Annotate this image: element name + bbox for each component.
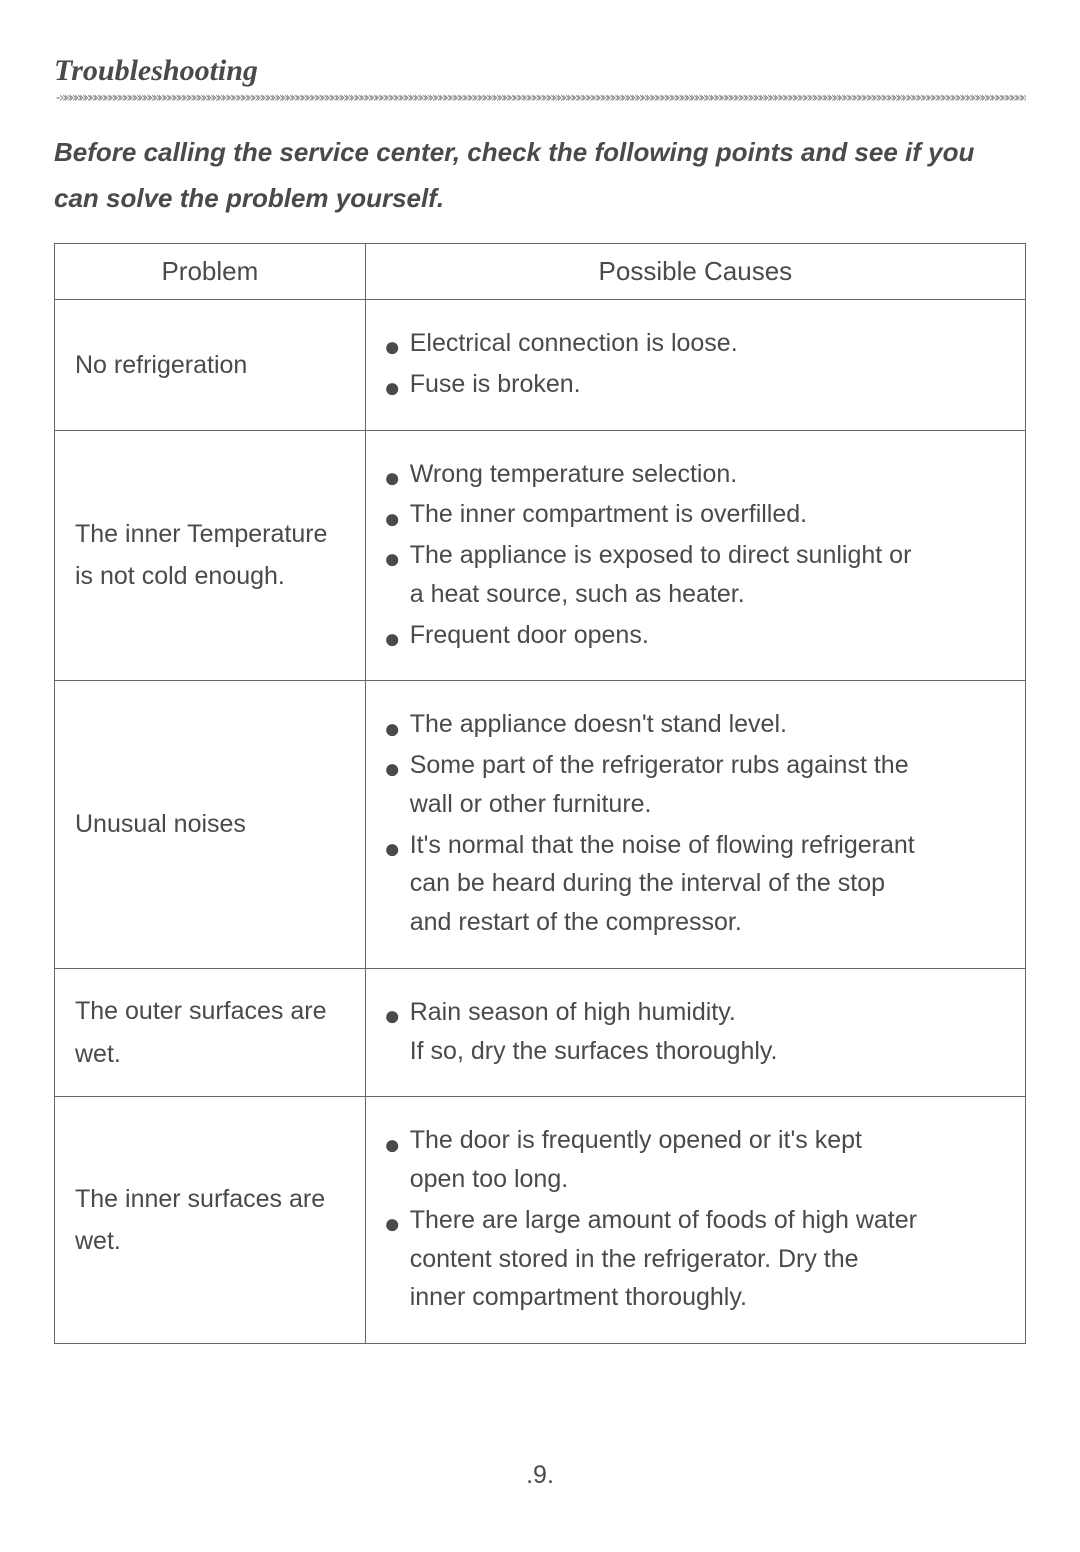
section-title: Troubleshooting [54,54,1026,88]
cause-item: ●Fuse is broken. [384,365,1007,404]
bullet-icon: ● [384,707,401,750]
bullet-icon: ● [384,747,401,790]
cause-line: Fuse is broken. [410,365,1007,404]
cause-line: Rain season of high humidity. [410,993,1007,1032]
cause-line: Wrong temperature selection. [410,455,1007,494]
cause-list: ●Electrical connection is loose.●Fuse is… [384,324,1007,404]
cause-list: ●Rain season of high humidity.If so, dry… [384,993,1007,1071]
cause-line: inner compartment thoroughly. [410,1278,1007,1317]
cause-line: Frequent door opens. [410,616,1007,655]
cause-line: There are large amount of foods of high … [410,1201,1007,1240]
bullet-icon: ● [384,1202,401,1245]
cause-line: a heat source, such as heater. [410,575,1007,614]
bullet-icon: ● [384,617,401,660]
cause-line: The appliance is exposed to direct sunli… [410,536,1007,575]
cause-line: The inner compartment is overfilled. [410,495,1007,534]
bullet-icon: ● [384,366,401,409]
cause-list: ●The door is frequently opened or it's k… [384,1121,1007,1317]
problem-cell: Unusual noises [55,681,366,969]
bullet-icon: ● [384,497,401,540]
bullet-icon: ● [384,537,401,580]
chevron-divider: -»»»»»»»»»»»»»»»»»»»»»»»»»»»»»»»»»»»»»»»… [54,90,1026,106]
cause-line: wall or other furniture. [410,785,1007,824]
cause-line: can be heard during the interval of the … [410,864,1007,903]
cause-line: The appliance doesn't stand level. [410,705,1007,744]
table-row: The outer surfaces are wet.●Rain season … [55,968,1026,1097]
bullet-icon: ● [384,325,401,368]
page-number: .9. [0,1461,1080,1490]
cause-item: ●The inner compartment is overfilled. [384,495,1007,534]
intro-text: Before calling the service center, check… [54,130,1026,221]
cause-item: ●It's normal that the noise of flowing r… [384,826,1007,942]
cause-list: ●Wrong temperature selection.●The inner … [384,455,1007,655]
causes-cell: ●Electrical connection is loose.●Fuse is… [365,300,1025,431]
cause-item: ●Electrical connection is loose. [384,324,1007,363]
cause-item: ●Wrong temperature selection. [384,455,1007,494]
problem-cell: The inner surfaces are wet. [55,1097,366,1344]
problem-cell: The inner Temperature is not cold enough… [55,430,366,681]
page-content: Troubleshooting -»»»»»»»»»»»»»»»»»»»»»»»… [0,0,1080,1344]
causes-cell: ●Rain season of high humidity.If so, dry… [365,968,1025,1097]
problem-cell: The outer surfaces are wet. [55,968,366,1097]
causes-cell: ●The door is frequently opened or it's k… [365,1097,1025,1344]
header-problem: Problem [55,244,366,300]
table-body: No refrigeration●Electrical connection i… [55,300,1026,1344]
cause-line: If so, dry the surfaces thoroughly. [410,1032,1007,1071]
cause-item: ●Rain season of high humidity.If so, dry… [384,993,1007,1071]
cause-item: ●There are large amount of foods of high… [384,1201,1007,1317]
header-causes: Possible Causes [365,244,1025,300]
table-header-row: Problem Possible Causes [55,244,1026,300]
cause-line: The door is frequently opened or it's ke… [410,1121,1007,1160]
bullet-icon: ● [384,1123,401,1166]
bullet-icon: ● [384,827,401,870]
cause-item: ●The appliance doesn't stand level. [384,705,1007,744]
cause-line: and restart of the compressor. [410,903,1007,942]
cause-line: Electrical connection is loose. [410,324,1007,363]
table-row: The inner Temperature is not cold enough… [55,430,1026,681]
bullet-icon: ● [384,456,401,499]
cause-list: ●The appliance doesn't stand level.●Some… [384,705,1007,942]
cause-line: It's normal that the noise of flowing re… [410,826,1007,865]
cause-line: content stored in the refrigerator. Dry … [410,1240,1007,1279]
cause-line: Some part of the refrigerator rubs again… [410,746,1007,785]
cause-item: ●Some part of the refrigerator rubs agai… [384,746,1007,824]
table-row: The inner surfaces are wet.●The door is … [55,1097,1026,1344]
cause-item: ●Frequent door opens. [384,616,1007,655]
troubleshooting-table: Problem Possible Causes No refrigeration… [54,243,1026,1344]
cause-line: open too long. [410,1160,1007,1199]
causes-cell: ●Wrong temperature selection.●The inner … [365,430,1025,681]
bullet-icon: ● [384,994,401,1037]
causes-cell: ●The appliance doesn't stand level.●Some… [365,681,1025,969]
table-row: Unusual noises●The appliance doesn't sta… [55,681,1026,969]
cause-item: ●The door is frequently opened or it's k… [384,1121,1007,1199]
problem-cell: No refrigeration [55,300,366,431]
table-row: No refrigeration●Electrical connection i… [55,300,1026,431]
cause-item: ●The appliance is exposed to direct sunl… [384,536,1007,614]
